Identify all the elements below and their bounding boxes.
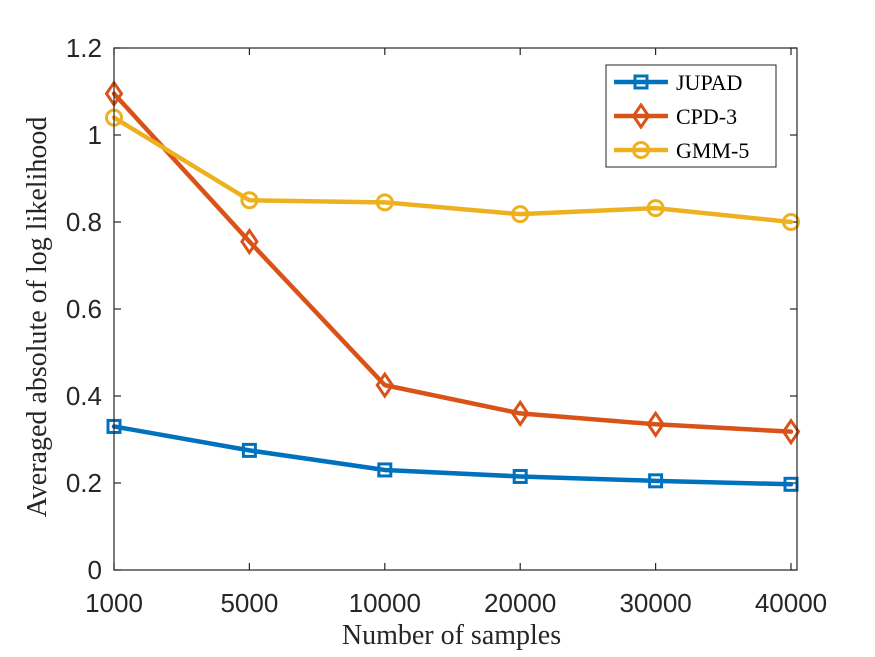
data-point-marker: [240, 191, 259, 210]
series-gmm-5: [105, 108, 800, 231]
data-point-marker: [781, 418, 801, 446]
data-point-marker: [375, 193, 394, 212]
plot-frame: [113, 47, 798, 571]
y-tick-label: 1: [88, 120, 102, 150]
data-point-marker: [512, 468, 528, 484]
legend-marker: [633, 74, 649, 90]
y-tick-label: 0.8: [66, 207, 102, 237]
x-tick-label: 1000: [85, 588, 143, 618]
x-tick-label: 10000: [349, 588, 421, 618]
data-point-marker: [648, 473, 664, 489]
data-point-marker: [510, 399, 530, 428]
y-tick-label: 0: [88, 555, 102, 585]
series-layer: [104, 80, 801, 492]
legend-label: GMM-5: [676, 138, 749, 163]
x-tick-label: 5000: [220, 588, 278, 618]
legend-item: JUPAD: [614, 70, 742, 95]
series-cpd-3: [104, 80, 801, 446]
y-axis-label: Averaged absolute of log likelihood: [22, 117, 53, 518]
series-jupad: [106, 418, 799, 492]
data-point-marker: [240, 227, 259, 256]
data-point-marker: [646, 410, 665, 438]
y-tick-label: 0.4: [66, 381, 102, 411]
x-axis-label: Number of samples: [342, 620, 561, 651]
legend-label: CPD-3: [676, 104, 737, 129]
series-line: [111, 115, 794, 225]
y-axis-ticks: 0 0.2 0.4 0.6 0.8 1 1.2: [66, 33, 797, 585]
data-point-marker: [377, 462, 393, 478]
legend: JUPAD CPD-3 GMM-5: [605, 64, 777, 168]
series-line: [111, 91, 794, 434]
legend-item: CPD-3: [614, 102, 737, 130]
legend-item: GMM-5: [614, 138, 749, 163]
y-tick-label: 0.2: [66, 468, 102, 498]
legend-label: JUPAD: [676, 70, 742, 95]
legend-marker: [631, 102, 651, 130]
data-point-marker: [241, 442, 257, 458]
data-point-marker: [782, 213, 800, 231]
y-tick-label: 0.6: [66, 294, 102, 324]
data-point-marker: [646, 199, 665, 218]
data-point-marker: [511, 205, 530, 224]
x-axis-ticks: 1000 5000 10000 20000 30000 40000: [85, 48, 827, 618]
series-line: [111, 424, 794, 487]
data-point-marker: [375, 371, 395, 399]
x-tick-label: 20000: [484, 588, 556, 618]
legend-marker: [632, 141, 650, 159]
x-tick-label: 40000: [755, 588, 827, 618]
y-tick-label: 1.2: [66, 33, 102, 63]
x-tick-label: 30000: [619, 588, 691, 618]
